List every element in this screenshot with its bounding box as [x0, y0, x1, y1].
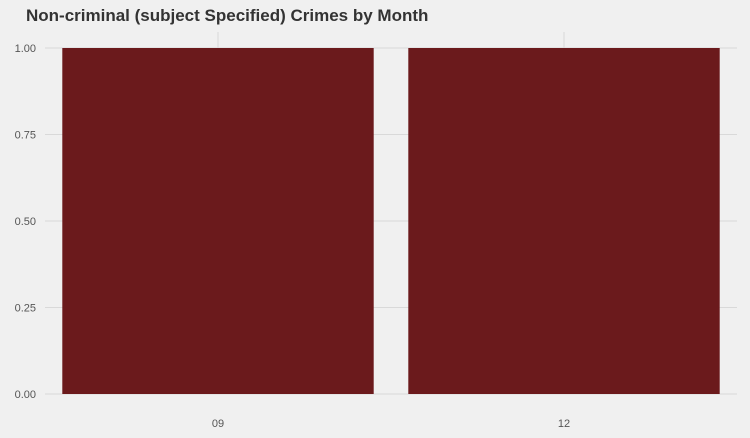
bars — [62, 48, 720, 394]
x-axis-tick-labels: 09 12 — [212, 418, 570, 430]
y-tick-label: 0.00 — [15, 389, 36, 401]
y-tick-label: 1.00 — [15, 43, 36, 55]
y-tick-label: 0.50 — [15, 216, 36, 228]
chart-title: Non-criminal (subject Specified) Crimes … — [26, 6, 429, 25]
y-tick-label: 0.25 — [15, 303, 36, 315]
x-tick-label: 09 — [212, 418, 224, 430]
bar-09 — [62, 48, 374, 394]
bar-12 — [408, 48, 720, 394]
y-tick-label: 0.75 — [15, 130, 36, 142]
y-axis-tick-labels: 0.00 0.25 0.50 0.75 1.00 — [15, 43, 36, 401]
x-tick-label: 12 — [558, 418, 570, 430]
